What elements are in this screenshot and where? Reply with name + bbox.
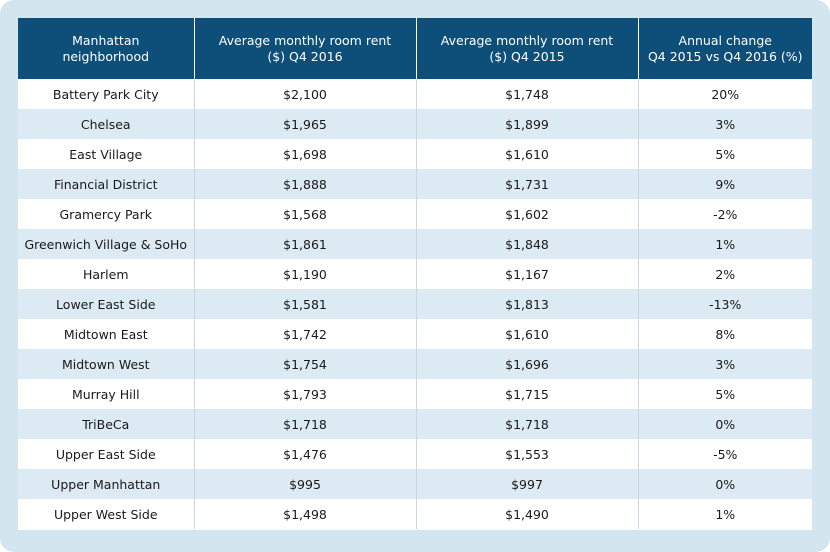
table-row: Chelsea $1,965 $1,899 3% — [18, 109, 812, 139]
header-line: Average monthly room rent — [218, 32, 392, 48]
table-row: Harlem $1,190 $1,167 2% — [18, 259, 812, 289]
cell-rent-2015: $1,167 — [415, 259, 638, 289]
cell-neighborhood: Lower East Side — [18, 289, 194, 319]
header-line: neighborhood — [62, 48, 150, 64]
table-row: Murray Hill $1,793 $1,715 5% — [18, 379, 812, 409]
cell-rent-2015: $1,602 — [415, 199, 638, 229]
cell-rent-2015: $1,715 — [415, 379, 638, 409]
cell-rent-2015: $997 — [415, 469, 638, 499]
cell-rent-2015: $1,748 — [415, 79, 638, 109]
cell-neighborhood: Harlem — [18, 259, 194, 289]
cell-neighborhood: Battery Park City — [18, 79, 194, 109]
table-row: Upper East Side $1,476 $1,553 -5% — [18, 439, 812, 469]
cell-annual-change: 0% — [637, 409, 812, 439]
cell-rent-2015: $1,731 — [415, 169, 638, 199]
cell-rent-2015: $1,696 — [415, 349, 638, 379]
cell-rent-2016: $1,476 — [193, 439, 416, 469]
table-body: Battery Park City $2,100 $1,748 20% Chelsea $… — [18, 79, 812, 529]
header-line: Annual change — [678, 32, 772, 48]
cell-rent-2015: $1,610 — [415, 139, 638, 169]
header-rent-2015: Average monthly room rent ($) Q4 2015 — [415, 18, 638, 79]
cell-rent-2016: $1,742 — [193, 319, 416, 349]
rent-table-container: Manhattan neighborhood Average monthly r… — [18, 18, 812, 530]
cell-rent-2015: $1,490 — [415, 499, 638, 529]
cell-rent-2016: $1,190 — [193, 259, 416, 289]
cell-rent-2016: $2,100 — [193, 79, 416, 109]
table-row: TriBeCa $1,718 $1,718 0% — [18, 409, 812, 439]
header-line: ($) Q4 2016 — [267, 48, 343, 64]
cell-rent-2015: $1,610 — [415, 319, 638, 349]
cell-neighborhood: Greenwich Village & SoHo — [18, 229, 194, 259]
cell-annual-change: 20% — [637, 79, 812, 109]
cell-rent-2015: $1,848 — [415, 229, 638, 259]
cell-neighborhood: Upper Manhattan — [18, 469, 194, 499]
table-row: Upper West Side $1,498 $1,490 1% — [18, 499, 812, 529]
cell-neighborhood: TriBeCa — [18, 409, 194, 439]
cell-annual-change: 1% — [637, 499, 812, 529]
table-row: Gramercy Park $1,568 $1,602 -2% — [18, 199, 812, 229]
cell-rent-2015: $1,718 — [415, 409, 638, 439]
header-row: Manhattan neighborhood Average monthly r… — [18, 18, 812, 79]
table-row: Lower East Side $1,581 $1,813 -13% — [18, 289, 812, 319]
cell-neighborhood: Midtown East — [18, 319, 194, 349]
table-row: Midtown West $1,754 $1,696 3% — [18, 349, 812, 379]
cell-annual-change: -2% — [637, 199, 812, 229]
header-line: ($) Q4 2015 — [489, 48, 565, 64]
table-row: Financial District $1,888 $1,731 9% — [18, 169, 812, 199]
cell-neighborhood: Gramercy Park — [18, 199, 194, 229]
header-line: Q4 2015 vs Q4 2016 (%) — [647, 48, 803, 64]
cell-rent-2015: $1,813 — [415, 289, 638, 319]
cell-neighborhood: Midtown West — [18, 349, 194, 379]
cell-rent-2016: $995 — [193, 469, 416, 499]
header-rent-2016: Average monthly room rent ($) Q4 2016 — [193, 18, 416, 79]
header-annual-change: Annual change Q4 2015 vs Q4 2016 (%) — [637, 18, 812, 79]
cell-annual-change: 9% — [637, 169, 812, 199]
cell-rent-2016: $1,581 — [193, 289, 416, 319]
cell-rent-2015: $1,553 — [415, 439, 638, 469]
table-row: Midtown East $1,742 $1,610 8% — [18, 319, 812, 349]
cell-annual-change: 1% — [637, 229, 812, 259]
cell-rent-2016: $1,754 — [193, 349, 416, 379]
cell-annual-change: -13% — [637, 289, 812, 319]
cell-rent-2016: $1,498 — [193, 499, 416, 529]
cell-neighborhood: Upper West Side — [18, 499, 194, 529]
table-row: Battery Park City $2,100 $1,748 20% — [18, 79, 812, 109]
cell-annual-change: 8% — [637, 319, 812, 349]
cell-rent-2016: $1,861 — [193, 229, 416, 259]
cell-rent-2016: $1,793 — [193, 379, 416, 409]
table-row: Upper Manhattan $995 $997 0% — [18, 469, 812, 499]
cell-neighborhood: Financial District — [18, 169, 194, 199]
cell-annual-change: 3% — [637, 349, 812, 379]
cell-rent-2015: $1,899 — [415, 109, 638, 139]
cell-rent-2016: $1,568 — [193, 199, 416, 229]
cell-neighborhood: Chelsea — [18, 109, 194, 139]
cell-neighborhood: Upper East Side — [18, 439, 194, 469]
cell-rent-2016: $1,965 — [193, 109, 416, 139]
table-row: Greenwich Village & SoHo $1,861 $1,848 1% — [18, 229, 812, 259]
cell-neighborhood: East Village — [18, 139, 194, 169]
cell-annual-change: 3% — [637, 109, 812, 139]
table-row: East Village $1,698 $1,610 5% — [18, 139, 812, 169]
cell-rent-2016: $1,718 — [193, 409, 416, 439]
cell-annual-change: 0% — [637, 469, 812, 499]
rent-table: Manhattan neighborhood Average monthly r… — [18, 18, 812, 529]
header-line: Manhattan — [72, 32, 140, 48]
cell-rent-2016: $1,698 — [193, 139, 416, 169]
header-neighborhood: Manhattan neighborhood — [18, 18, 194, 79]
cell-neighborhood: Murray Hill — [18, 379, 194, 409]
cell-rent-2016: $1,888 — [193, 169, 416, 199]
cell-annual-change: -5% — [637, 439, 812, 469]
cell-annual-change: 2% — [637, 259, 812, 289]
cell-annual-change: 5% — [637, 379, 812, 409]
header-line: Average monthly room rent — [440, 32, 614, 48]
cell-annual-change: 5% — [637, 139, 812, 169]
